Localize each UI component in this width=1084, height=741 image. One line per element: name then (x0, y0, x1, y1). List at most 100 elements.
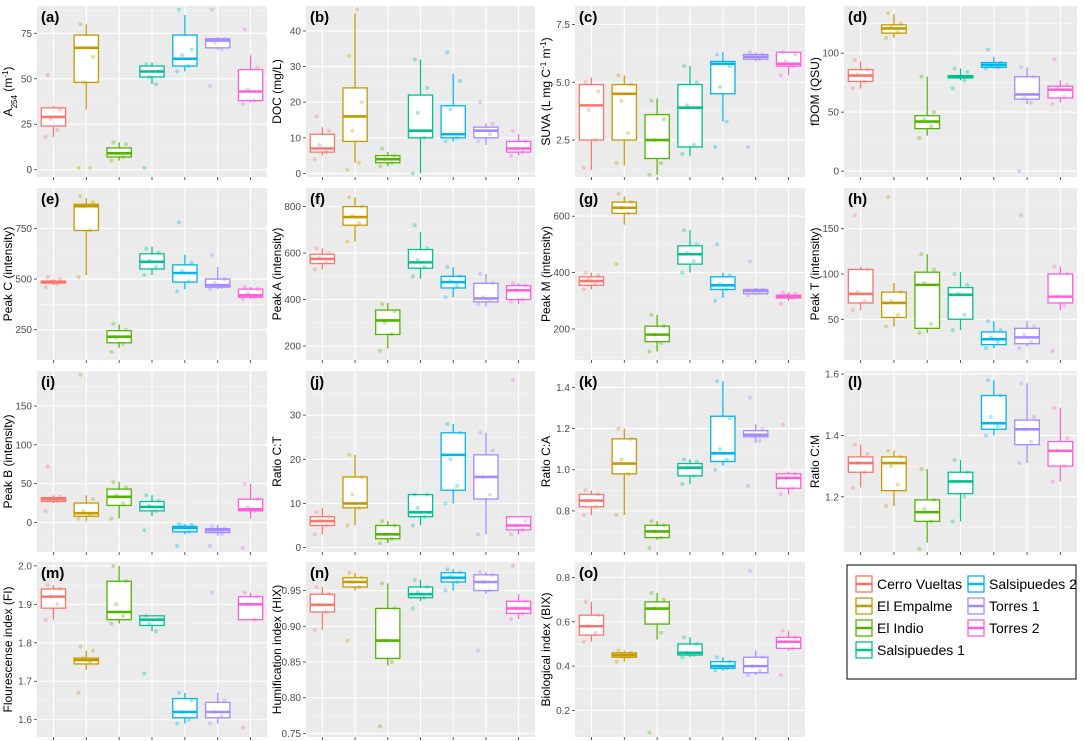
data-point (380, 519, 385, 524)
legend-item-el-indio: El Indio (855, 619, 924, 637)
data-point (186, 529, 191, 534)
data-point (952, 272, 957, 276)
data-point (884, 324, 889, 329)
data-point (252, 295, 257, 300)
data-point (898, 21, 903, 26)
data-point (242, 481, 247, 486)
data-point (790, 295, 795, 300)
data-point (457, 570, 462, 575)
box-torres-2 (505, 377, 532, 537)
legend-box (846, 564, 1077, 680)
data-point (1055, 86, 1060, 91)
y-axis-label: Ratio C:T (270, 435, 284, 486)
box-el-indio (375, 519, 401, 546)
data-point (356, 505, 361, 510)
data-point (983, 433, 988, 438)
data-point (156, 250, 161, 255)
y-axis-label: Peak A (intensity) (270, 228, 284, 321)
data-point (616, 648, 621, 653)
data-point (790, 486, 795, 491)
box-cerro-vueltas (40, 464, 67, 513)
box-iqr (644, 601, 670, 625)
data-point (314, 114, 319, 119)
data-point (109, 621, 114, 626)
data-point (242, 590, 247, 595)
data-point (382, 157, 387, 162)
data-point (55, 127, 60, 132)
y-tick-label: 0 (295, 543, 301, 554)
box-iqr (375, 607, 401, 660)
panel-g: 200 400 600 (g) Peak M (intensity) (539, 188, 805, 363)
data-point (760, 655, 765, 660)
box-iqr (73, 203, 100, 232)
data-point (919, 252, 924, 257)
data-point (48, 497, 53, 502)
data-point (629, 200, 634, 205)
data-point (998, 328, 1003, 333)
panel-c: 2.5 5.0 7.5 (c) SUVA (L mg C-1 m-1) (539, 6, 805, 180)
data-point (850, 485, 855, 490)
box-torres-1 (473, 570, 499, 653)
data-point (252, 617, 257, 622)
data-point (790, 646, 795, 651)
box-el-empalme (342, 195, 368, 244)
data-point (616, 73, 621, 78)
data-point (378, 164, 383, 169)
data-point (717, 664, 722, 669)
data-point (783, 293, 788, 298)
data-point (513, 146, 518, 151)
box-salsipuedes-1 (677, 64, 703, 157)
box-salsipuedes-1 (947, 66, 974, 91)
data-point (345, 239, 350, 244)
data-point (153, 82, 158, 87)
panel-label: (j) (310, 374, 324, 391)
box-iqr (204, 701, 231, 719)
data-point (747, 395, 752, 400)
data-point (724, 287, 729, 292)
legend: Cerro Vueltas Salsipuedes 2 El Empalme Torr… (846, 564, 1077, 680)
data-point (852, 58, 857, 63)
data-point (448, 107, 453, 112)
data-point (852, 213, 857, 218)
data-point (389, 332, 394, 337)
box-torres-2 (237, 27, 264, 107)
data-point (109, 158, 114, 163)
y-tick-label: 800 (284, 202, 301, 213)
data-point (58, 494, 63, 499)
data-point (593, 630, 598, 635)
data-point (76, 275, 81, 280)
data-point (43, 617, 48, 622)
box-el-indio (375, 302, 401, 353)
data-point (222, 526, 227, 531)
data-point (1055, 294, 1060, 299)
data-point (652, 606, 657, 611)
data-point (1050, 101, 1055, 106)
data-point (76, 690, 81, 695)
data-point (314, 246, 319, 251)
box-cerro-vueltas (578, 77, 605, 171)
y-tick-label: 0.6 (556, 617, 570, 628)
data-point (245, 504, 250, 509)
data-point (661, 523, 666, 528)
box-torres-1 (1014, 381, 1041, 466)
data-point (481, 474, 486, 479)
data-point (121, 154, 126, 159)
data-point (455, 283, 460, 288)
data-point (410, 171, 415, 176)
y-tick-label: 1.0 (556, 465, 570, 476)
panel-label: (i) (41, 374, 55, 391)
data-point (55, 602, 60, 607)
data-point (581, 165, 586, 170)
data-point (382, 638, 387, 643)
box-torres-2 (1047, 57, 1074, 106)
data-point (647, 172, 652, 177)
data-point (713, 298, 718, 303)
box-salsipuedes-2 (172, 690, 198, 726)
data-point (443, 139, 448, 144)
box-torres-2 (775, 290, 802, 306)
y-tick-label: 10 (290, 133, 302, 144)
data-point (780, 290, 785, 295)
data-point (778, 73, 783, 78)
data-point (523, 599, 528, 604)
data-point (952, 66, 957, 71)
